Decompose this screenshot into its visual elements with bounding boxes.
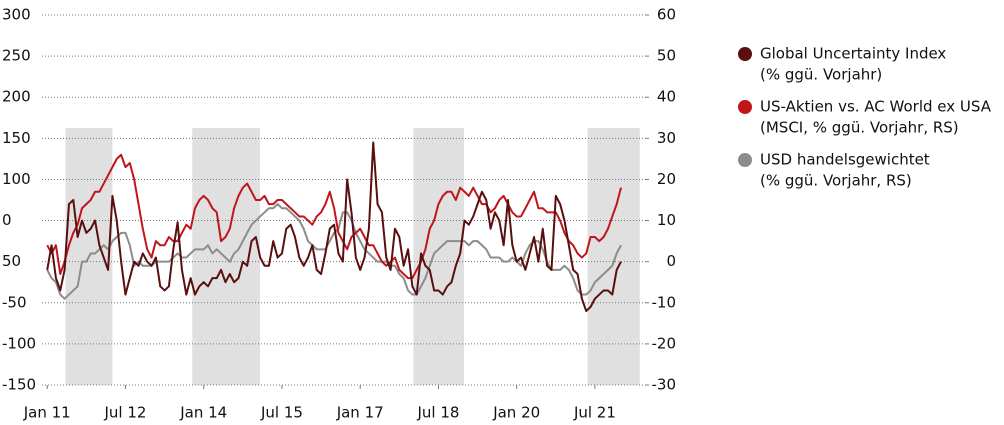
legend-label: USD handelsgewichtet — [760, 151, 930, 169]
y-tick-label: 50 — [2, 252, 21, 270]
legend-item: US-Aktien vs. AC World ex USA (MSCI, % gg… — [738, 98, 992, 137]
x-tick-label: Jul 15 — [260, 404, 303, 422]
y2-tick-label: 30 — [657, 129, 676, 147]
series-line — [46, 153, 622, 280]
y2-tick-label: 60 — [657, 6, 676, 24]
series-line — [46, 203, 622, 300]
y2-tick-label: 40 — [657, 88, 676, 106]
x-tick-label: Jul 21 — [573, 404, 616, 422]
highlight-period — [192, 128, 261, 385]
y2-tick-label: 10 — [657, 211, 676, 229]
y-tick-label: -100 — [2, 334, 36, 352]
y-tick-label: -150 — [2, 376, 36, 394]
legend-item: USD handelsgewichtet (% ggü. Vorjahr, RS) — [738, 151, 930, 190]
y2-tick-label: -30 — [652, 376, 677, 394]
legend-label-unit: (% ggü. Vorjahr, RS) — [760, 172, 912, 190]
x-tick-label: Jul 18 — [416, 404, 459, 422]
legend-label-unit: (MSCI, % ggü. Vorjahr, RS) — [760, 119, 959, 137]
y2-tick-label: -10 — [652, 293, 677, 311]
y-tick-label: 250 — [2, 47, 31, 65]
y2-tick-label: -20 — [652, 334, 677, 352]
x-tick-label: Jan 17 — [336, 404, 384, 422]
legend-marker — [738, 47, 752, 61]
y-tick-label: 150 — [2, 129, 31, 147]
legend-label: US-Aktien vs. AC World ex USA — [760, 98, 992, 116]
x-tick-label: Jan 11 — [23, 404, 71, 422]
x-tick-label: Jul 12 — [103, 404, 146, 422]
series-line — [46, 141, 622, 312]
y-tick-label: 200 — [2, 88, 31, 106]
legend-marker — [738, 100, 752, 114]
y2-tick-label: 50 — [657, 47, 676, 65]
highlight-period — [587, 128, 640, 385]
y2-tick-label: 0 — [666, 252, 676, 270]
y2-tick-label: 20 — [657, 170, 676, 188]
y-tick-label: -50 — [2, 293, 27, 311]
legend-marker — [738, 153, 752, 167]
y-tick-label: 300 — [2, 6, 31, 24]
y-tick-label: 0 — [2, 211, 12, 229]
x-tick-label: Jan 20 — [492, 404, 540, 422]
legend-item: Global Uncertainty Index (% ggü. Vorjahr) — [738, 45, 946, 84]
y-tick-label: 100 — [2, 170, 31, 188]
legend-label: Global Uncertainty Index — [760, 45, 946, 63]
x-tick-label: Jan 14 — [179, 404, 227, 422]
legend-label-unit: (% ggü. Vorjahr) — [760, 66, 882, 84]
